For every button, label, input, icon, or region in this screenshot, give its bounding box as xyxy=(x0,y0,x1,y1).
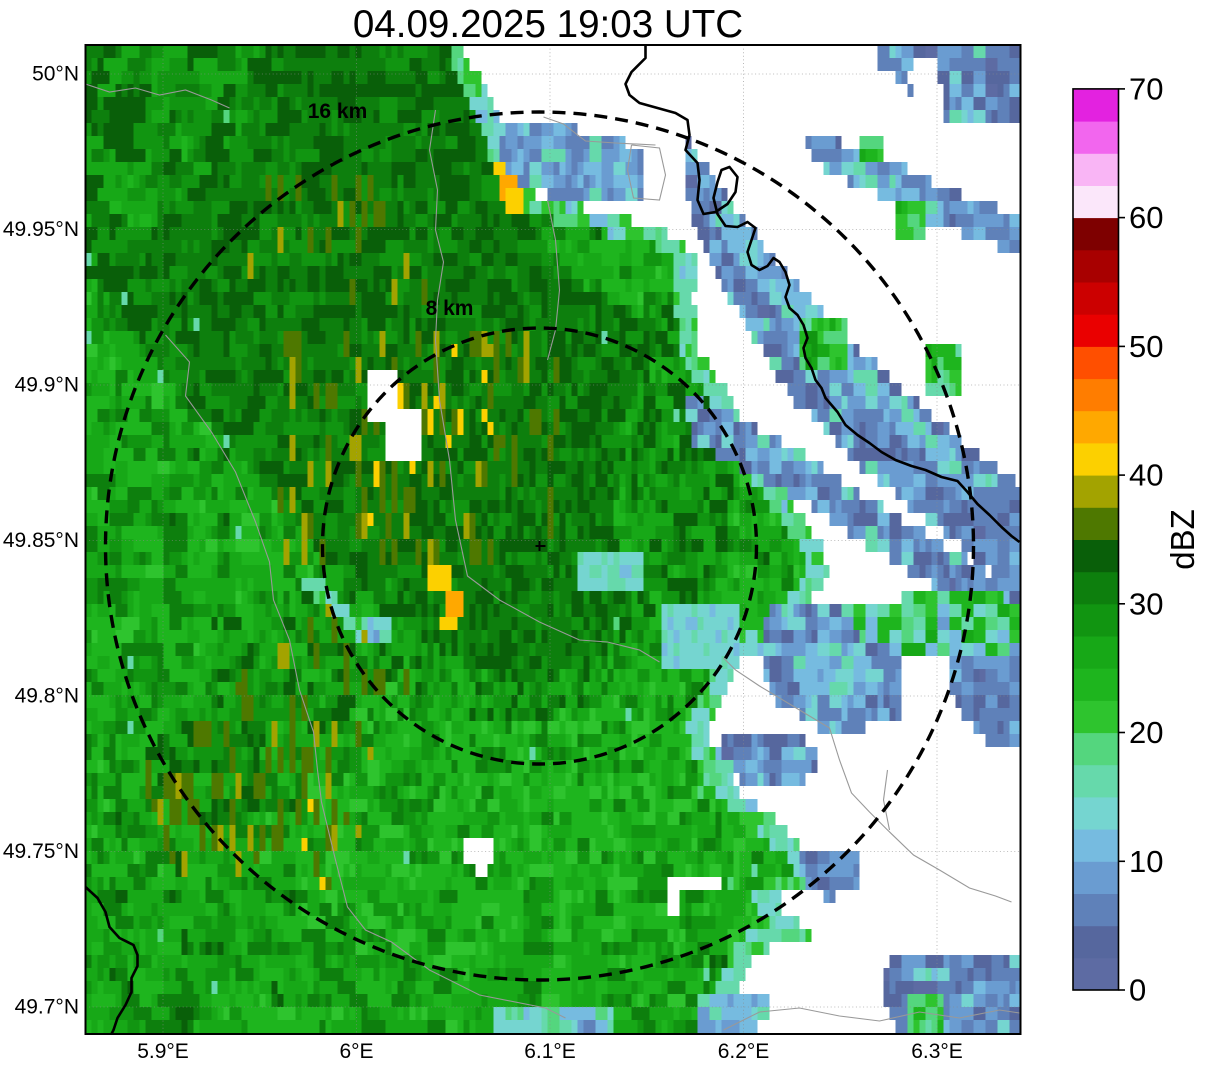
svg-text:20: 20 xyxy=(1129,715,1163,750)
svg-text:70: 70 xyxy=(1129,71,1163,106)
svg-text:6.2°E: 6.2°E xyxy=(718,1040,770,1063)
svg-text:49.95°N: 49.95°N xyxy=(3,218,79,241)
svg-text:5.9°E: 5.9°E xyxy=(137,1040,189,1063)
svg-text:16 km: 16 km xyxy=(308,100,368,123)
svg-text:dBZ: dBZ xyxy=(1164,509,1201,570)
svg-text:6.1°E: 6.1°E xyxy=(524,1040,576,1063)
svg-text:04.09.2025 19:03 UTC: 04.09.2025 19:03 UTC xyxy=(353,3,743,46)
svg-text:10: 10 xyxy=(1129,844,1163,879)
svg-text:50: 50 xyxy=(1129,329,1163,364)
svg-text:0: 0 xyxy=(1129,973,1146,1008)
svg-text:30: 30 xyxy=(1129,586,1163,621)
svg-text:40: 40 xyxy=(1129,458,1163,493)
svg-text:49.7°N: 49.7°N xyxy=(15,996,79,1019)
svg-text:49.9°N: 49.9°N xyxy=(15,374,79,397)
svg-text:6.3°E: 6.3°E xyxy=(911,1040,963,1063)
svg-text:60: 60 xyxy=(1129,200,1163,235)
svg-text:6°E: 6°E xyxy=(339,1040,373,1063)
svg-text:49.75°N: 49.75°N xyxy=(3,840,79,863)
svg-text:8 km: 8 km xyxy=(426,297,474,320)
svg-text:50°N: 50°N xyxy=(32,63,79,86)
svg-text:49.8°N: 49.8°N xyxy=(15,685,79,708)
svg-text:49.85°N: 49.85°N xyxy=(3,529,79,552)
